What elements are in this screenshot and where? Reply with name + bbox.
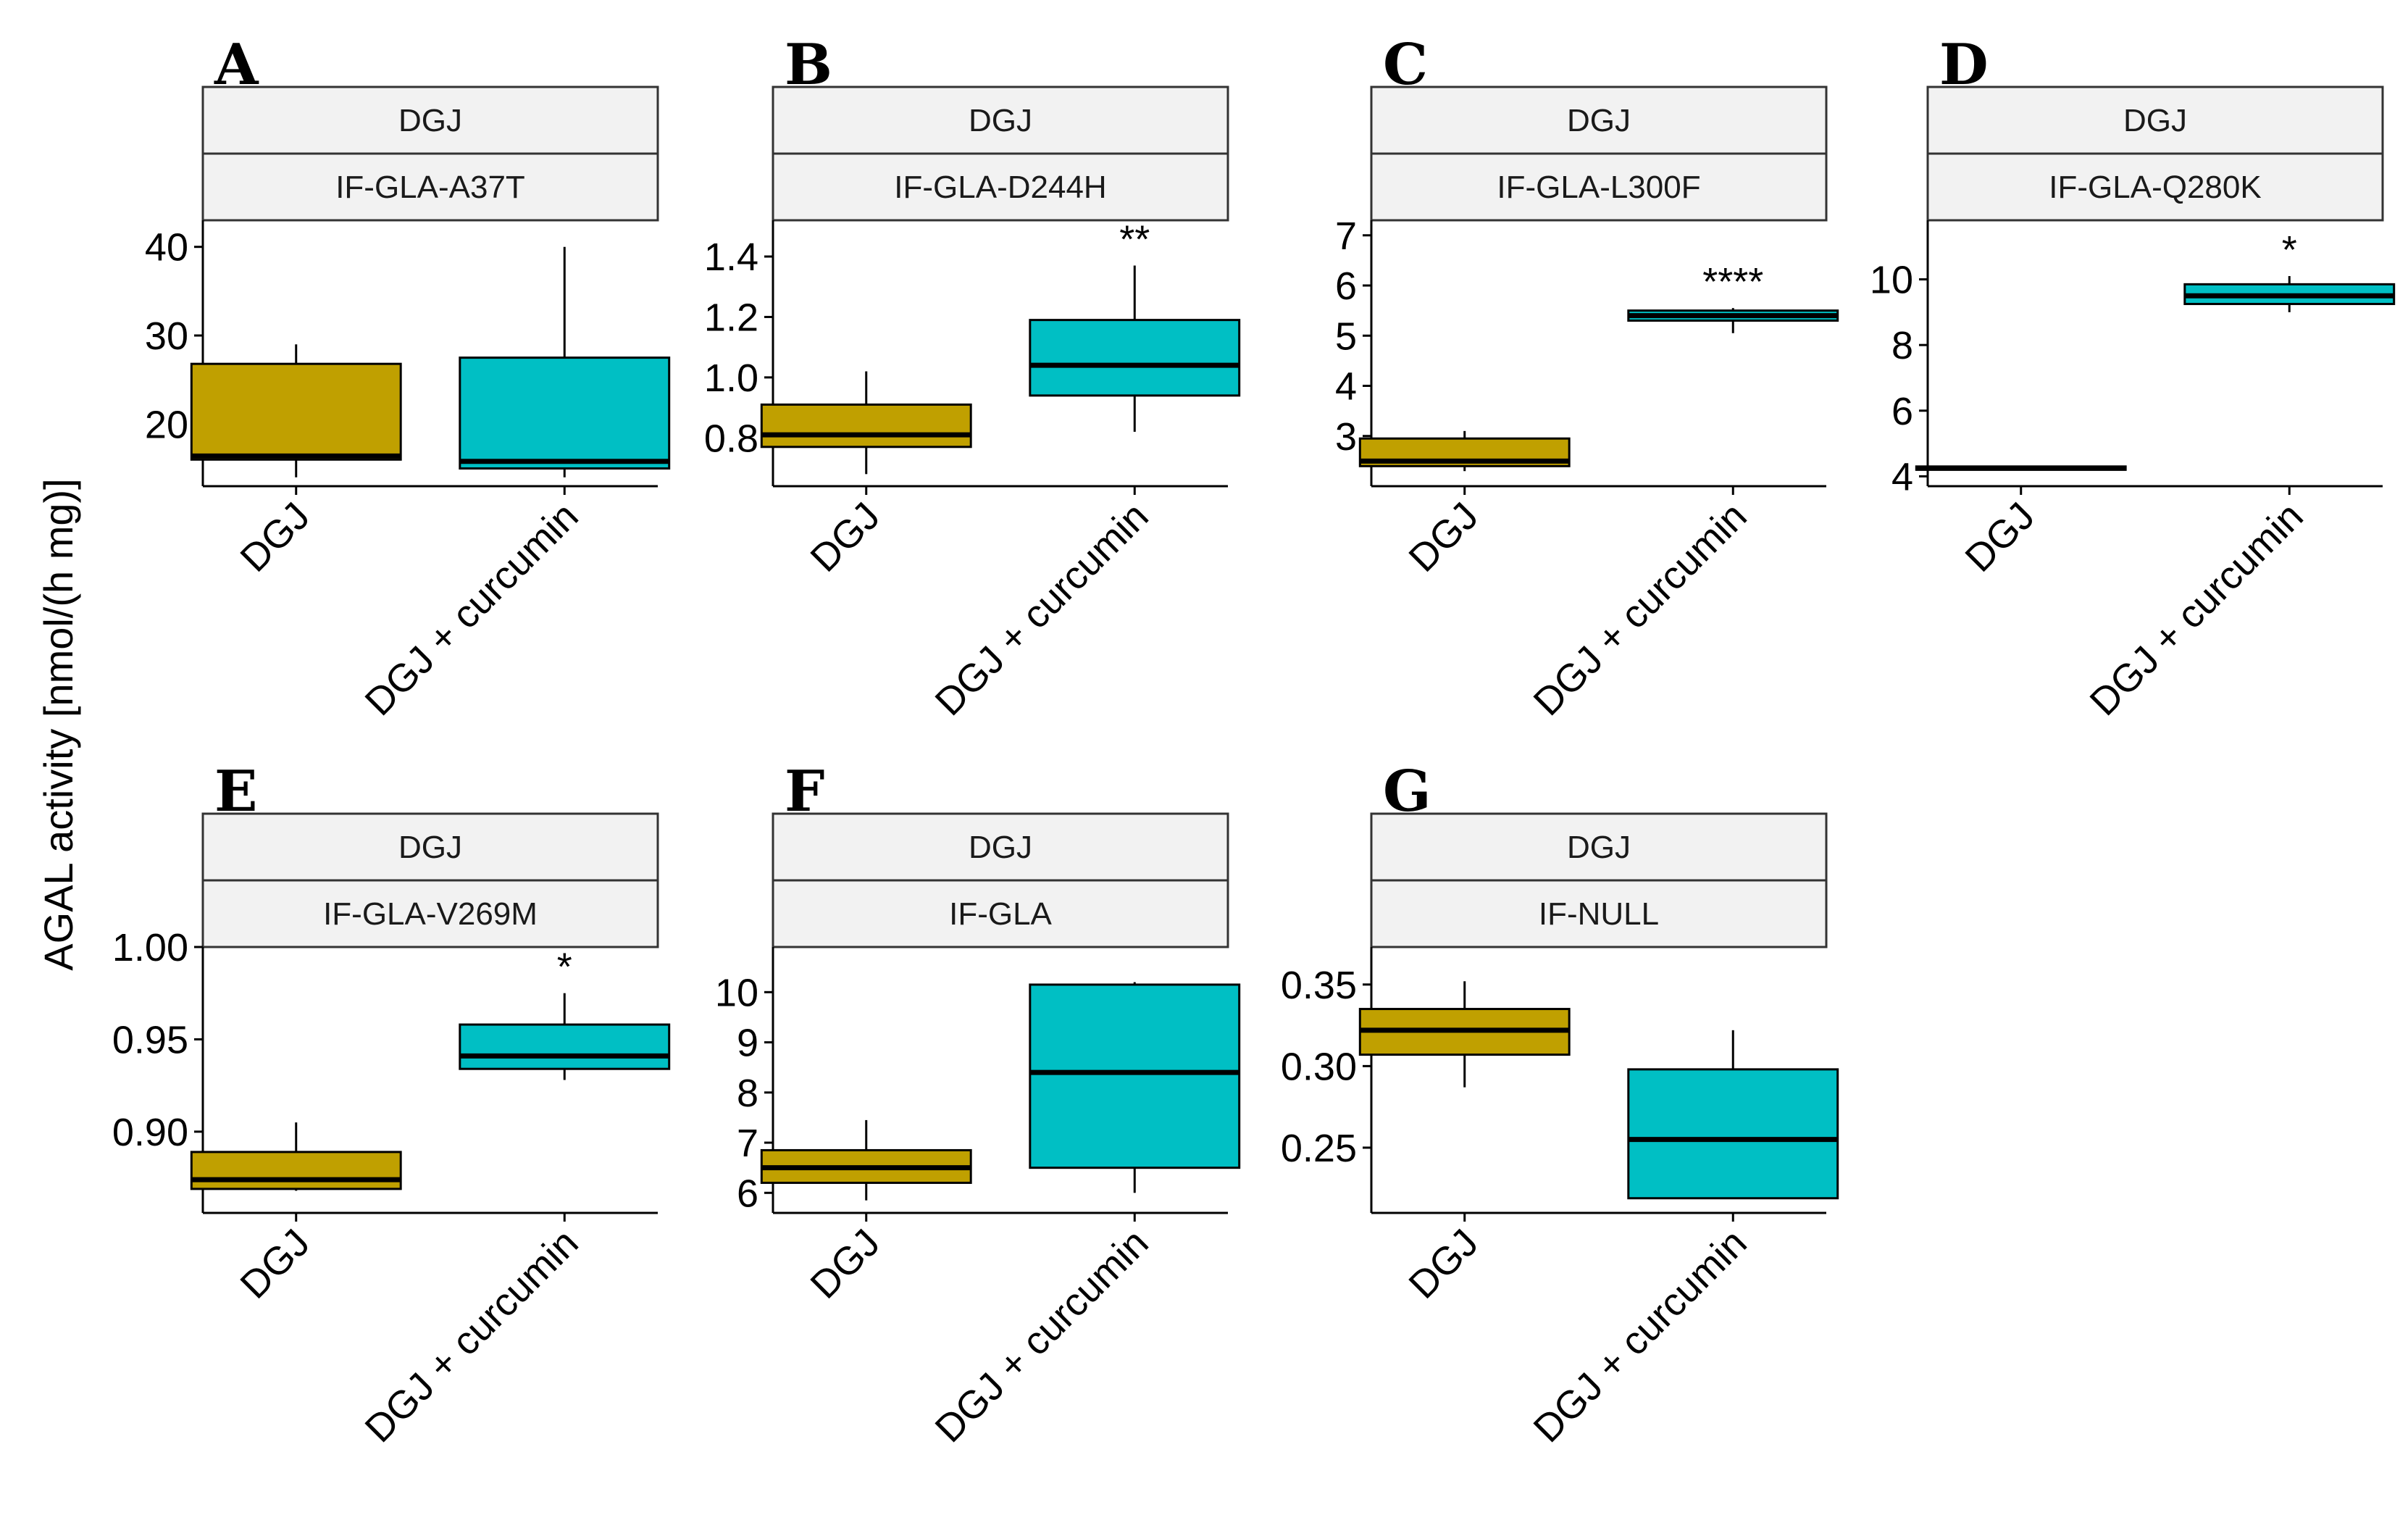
box-dgj-curcumin: [459, 356, 671, 470]
y-tick-label: 4: [1335, 365, 1357, 409]
y-tick-label: 5: [1335, 314, 1357, 358]
x-category-label: DGJ: [802, 494, 888, 580]
y-tick-label: 0.90: [112, 1111, 188, 1154]
box-dgj-curcumin: [1627, 1068, 1839, 1200]
x-category-label: DGJ + curcumin: [357, 1221, 587, 1451]
y-tick-label: 10: [1870, 259, 1913, 302]
strip-top-box: [772, 85, 1229, 155]
strip-bottom-box: [1370, 152, 1828, 222]
box-dgj-curcumin: [1029, 983, 1241, 1169]
y-tick-label: 1.4: [704, 235, 758, 279]
y-tick-label: 0.95: [112, 1018, 188, 1061]
x-category-label: DGJ: [1400, 1221, 1487, 1307]
x-category-label: DGJ + curcumin: [1526, 1221, 1755, 1451]
strip-top-box: [1370, 812, 1828, 882]
y-tick-label: 9: [737, 1022, 758, 1065]
significance-marker: *: [2282, 228, 2297, 272]
y-tick-label: 6: [737, 1172, 758, 1215]
y-tick-label: 3: [1335, 415, 1357, 459]
box-dgj-curcumin: [1029, 319, 1241, 397]
strip-bottom-label: IF-GLA-Q280K: [2049, 170, 2261, 205]
x-category-label: DGJ + curcumin: [927, 494, 1157, 724]
strip-bottom-label: IF-GLA: [949, 896, 1052, 932]
y-tick-label: 0.8: [704, 417, 758, 460]
x-category-label: DGJ: [232, 1221, 318, 1307]
strip-top-label: DGJ: [1567, 830, 1631, 865]
box-dgj-curcumin: [459, 1023, 671, 1070]
x-category-label: DGJ: [1957, 494, 2043, 580]
box-dgj: [190, 362, 402, 461]
x-category-label: DGJ + curcumin: [357, 494, 587, 724]
y-tick-label: 8: [737, 1072, 758, 1115]
strip-top-box: [1926, 85, 2384, 155]
strip-bottom-box: [1370, 879, 1828, 948]
x-category-label: DGJ + curcumin: [2082, 494, 2312, 724]
strip-bottom-label: IF-GLA-L300F: [1497, 170, 1700, 205]
y-tick-label: 4: [1891, 455, 1913, 498]
y-tick-label: 6: [1335, 264, 1357, 308]
x-category-label: DGJ + curcumin: [927, 1221, 1157, 1451]
y-tick-label: 1.00: [112, 926, 188, 969]
strip-top-label: DGJ: [969, 103, 1032, 138]
y-tick-label: 40: [145, 226, 188, 270]
strip-top-box: [201, 85, 659, 155]
strip-bottom-box: [201, 152, 659, 222]
strip-top-box: [201, 812, 659, 882]
y-tick-label: 10: [715, 971, 758, 1014]
x-category-label: DGJ: [232, 494, 318, 580]
strip-top-label: DGJ: [1567, 103, 1631, 138]
y-tick-label: 7: [737, 1122, 758, 1165]
x-category-label: DGJ + curcumin: [1526, 494, 1755, 724]
y-axis-label: AGAL activity [nmol/(h mg)]: [35, 478, 81, 970]
strip-bottom-box: [1926, 152, 2384, 222]
strip-top-label: DGJ: [2123, 103, 2187, 138]
y-tick-label: 0.25: [1281, 1127, 1357, 1170]
strip-bottom-label: IF-NULL: [1539, 896, 1659, 932]
y-tick-label: 0.35: [1281, 964, 1357, 1007]
y-tick-label: 0.30: [1281, 1045, 1357, 1088]
y-tick-label: 30: [145, 314, 188, 358]
y-tick-label: 20: [145, 403, 188, 446]
box-dgj: [760, 403, 972, 449]
strip-bottom-box: [772, 152, 1229, 222]
strip-bottom-box: [772, 879, 1229, 948]
x-category-label: DGJ: [1400, 494, 1487, 580]
strip-top-label: DGJ: [398, 830, 462, 865]
y-tick-label: 6: [1891, 390, 1913, 433]
strip-top-label: DGJ: [969, 830, 1032, 865]
strip-bottom-label: IF-GLA-D244H: [894, 170, 1106, 205]
significance-marker: **: [1119, 218, 1150, 262]
y-tick-label: 1.0: [704, 356, 758, 400]
strip-top-label: DGJ: [398, 103, 462, 138]
significance-marker: ****: [1702, 260, 1763, 304]
y-tick-label: 7: [1335, 214, 1357, 258]
y-tick-label: 1.2: [704, 296, 758, 339]
strip-bottom-box: [201, 879, 659, 948]
significance-marker: *: [557, 946, 572, 989]
box-dgj: [190, 1151, 402, 1190]
strip-bottom-label: IF-GLA-A37T: [335, 170, 525, 205]
x-category-label: DGJ: [802, 1221, 888, 1307]
strip-bottom-label: IF-GLA-V269M: [323, 896, 538, 932]
y-tick-label: 8: [1891, 324, 1913, 367]
